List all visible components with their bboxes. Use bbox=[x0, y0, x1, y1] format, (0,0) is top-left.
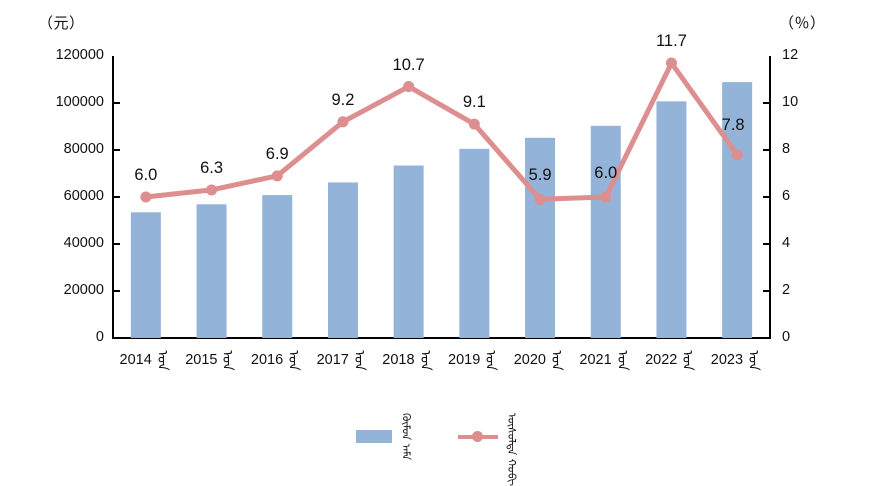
line-point-2021 bbox=[600, 191, 612, 203]
left-axis-tick-120000: 120000 bbox=[55, 47, 104, 63]
x-axis-label-2021: 2021 ᠣᠨ bbox=[579, 350, 631, 371]
data-label-2018: 10.7 bbox=[392, 55, 425, 74]
legend-item-line[interactable]: ᠥᠰᠦᠯᠲᠡ ᠬᠤᠪᠢ bbox=[457, 412, 519, 486]
left-axis-unit-label: （元） bbox=[38, 15, 85, 32]
x-axis-label-2015: 2015 ᠣᠨ bbox=[185, 350, 237, 371]
data-label-2015: 6.3 bbox=[200, 158, 224, 177]
left-axis-tick-100000: 100000 bbox=[55, 94, 104, 110]
right-axis-tick-8: 8 bbox=[782, 141, 791, 157]
chart-legend: ᠬᠦᠮᠦᠨ ᠠᠮᠠ ᠥᠰᠦᠯᠲᠡ ᠬᠤᠪᠢ bbox=[0, 408, 873, 486]
legend-line-label: ᠥᠰᠦᠯᠲᠡ ᠬᠤᠪᠢ bbox=[505, 412, 519, 486]
bar-2015 bbox=[196, 204, 227, 338]
right-axis-tick-10: 10 bbox=[782, 94, 799, 110]
right-axis-tick-6: 6 bbox=[782, 188, 791, 204]
x-axis-label-2016: 2016 ᠣᠨ bbox=[250, 350, 302, 371]
right-axis-unit-label: （％） bbox=[779, 15, 826, 32]
data-label-2014: 6.0 bbox=[134, 166, 158, 184]
legend-bar-label: ᠬᠦᠮᠦᠨ ᠠᠮᠠ bbox=[399, 412, 413, 461]
line-point-2020 bbox=[534, 193, 546, 205]
data-label-2020: 5.9 bbox=[528, 166, 552, 185]
bar-2020 bbox=[525, 137, 556, 338]
line-point-2022 bbox=[665, 57, 677, 69]
left-axis-tick-80000: 80000 bbox=[63, 141, 104, 157]
bar-2021 bbox=[590, 125, 621, 338]
x-axis-label-2017: 2017 ᠣᠨ bbox=[316, 350, 368, 371]
data-label-2023: 7.8 bbox=[721, 115, 745, 134]
x-axis-label-2018: 2018 ᠣᠨ bbox=[382, 350, 434, 371]
right-axis-tick-2: 2 bbox=[782, 282, 791, 298]
chart-container: （元） （％） 120000 100000 80000 60000 40000 20000… bbox=[0, 15, 873, 486]
bar-2018 bbox=[393, 165, 424, 338]
data-label-2019: 9.1 bbox=[462, 93, 486, 112]
bar-2014 bbox=[130, 212, 161, 338]
left-axis-tick-20000: 20000 bbox=[63, 282, 104, 298]
x-axis-label-2023: 2023 ᠣᠨ bbox=[710, 350, 762, 371]
bar-2019 bbox=[459, 148, 490, 338]
x-axis-label-2020: 2020 ᠣᠨ bbox=[513, 350, 565, 371]
line-point-2015 bbox=[206, 184, 218, 196]
left-axis-tick-0: 0 bbox=[95, 329, 104, 345]
left-axis-tick-60000: 60000 bbox=[63, 188, 104, 204]
legend-item-bar[interactable]: ᠬᠦᠮᠦᠨ ᠠᠮᠠ bbox=[355, 412, 413, 461]
line-point-2014 bbox=[140, 191, 152, 203]
data-label-2021: 6.0 bbox=[594, 164, 618, 182]
x-axis-label-2014: 2014 ᠣᠨ bbox=[119, 350, 171, 371]
legend-bar-swatch-icon bbox=[355, 429, 392, 443]
line-point-2019 bbox=[468, 118, 480, 130]
chart-plot-area bbox=[112, 56, 771, 339]
left-axis-tick-40000: 40000 bbox=[63, 235, 104, 251]
data-label-2016: 6.9 bbox=[265, 144, 289, 163]
bar-2017 bbox=[327, 182, 358, 338]
x-axis-label-2019: 2019 ᠣᠨ bbox=[448, 350, 499, 371]
right-axis-tick-12: 12 bbox=[782, 47, 799, 63]
data-label-2022: 11.7 bbox=[655, 32, 687, 51]
line-point-2017 bbox=[337, 116, 349, 128]
bar-2022 bbox=[656, 101, 687, 338]
bar-2023 bbox=[722, 82, 753, 339]
legend-line-swatch-icon bbox=[457, 430, 498, 443]
right-axis-tick-0: 0 bbox=[782, 329, 791, 345]
x-axis-label-2022: 2022 ᠣᠨ bbox=[645, 350, 696, 371]
data-label-2017: 9.2 bbox=[331, 90, 355, 109]
line-point-2018 bbox=[403, 81, 415, 93]
bar-2016 bbox=[262, 195, 293, 338]
right-axis-tick-4: 4 bbox=[782, 235, 791, 251]
growth-rate-line bbox=[143, 60, 740, 202]
line-point-2023 bbox=[731, 149, 743, 161]
line-point-2016 bbox=[271, 170, 283, 182]
